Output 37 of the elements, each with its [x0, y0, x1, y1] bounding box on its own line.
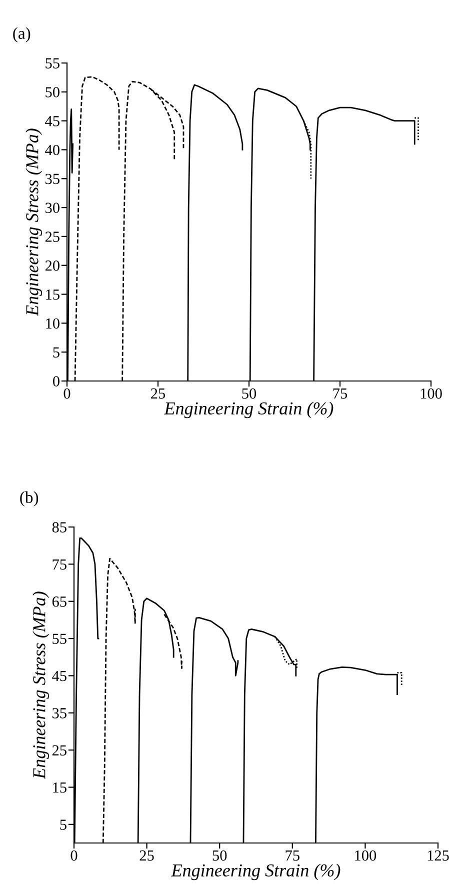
y-tick-label: 40 — [45, 144, 60, 156]
y-tick-label: 5 — [53, 347, 60, 358]
x-tick-label: 100 — [420, 388, 442, 399]
y-tick-label: 15 — [46, 289, 60, 300]
y-tick-label: 25 — [52, 745, 66, 756]
y-tick-label: 45 — [52, 670, 66, 682]
chart-title: (b) — [20, 491, 38, 506]
y-tick-label: 10 — [46, 318, 60, 329]
y-tick-label: 75 — [52, 559, 66, 570]
y-tick-label: 55 — [52, 634, 66, 644]
x-tick-label: 25 — [151, 388, 166, 399]
y-axis-title: Engineering Stress (MPa) — [32, 592, 49, 780]
y-tick-label: 15 — [53, 782, 66, 793]
y-tick-label: 55 — [46, 58, 60, 68]
y-tick-label: 50 — [46, 87, 60, 98]
y-tick-label: 5 — [60, 820, 66, 830]
y-axis-title: Engineering Stress (MPa) — [26, 128, 42, 316]
y-tick-label: 45 — [45, 116, 60, 126]
y-tick-label: 35 — [52, 708, 66, 718]
y-tick-label: 20 — [45, 260, 60, 271]
chart-title: (a) — [13, 27, 30, 42]
x-axis-title: Engineering Strain (%) — [164, 402, 334, 418]
x-tick-label: 75 — [286, 850, 300, 861]
y-tick-label: 35 — [46, 174, 60, 184]
x-tick-label: 50 — [212, 850, 227, 861]
y-tick-label: 0 — [53, 376, 60, 386]
x-tick-label: 50 — [242, 388, 256, 399]
y-tick-label: 85 — [52, 522, 66, 532]
x-axis-title: Engineering Strain (%) — [171, 864, 340, 880]
x-tick-label: 125 — [428, 850, 449, 861]
x-tick-label: 100 — [355, 850, 376, 861]
y-tick-label: 30 — [46, 202, 60, 213]
x-tick-label: 25 — [140, 850, 154, 861]
y-tick-label: 65 — [52, 596, 66, 607]
x-tick-label: 0 — [70, 850, 78, 861]
y-tick-label: 25 — [45, 232, 60, 242]
x-tick-label: 75 — [333, 388, 348, 399]
